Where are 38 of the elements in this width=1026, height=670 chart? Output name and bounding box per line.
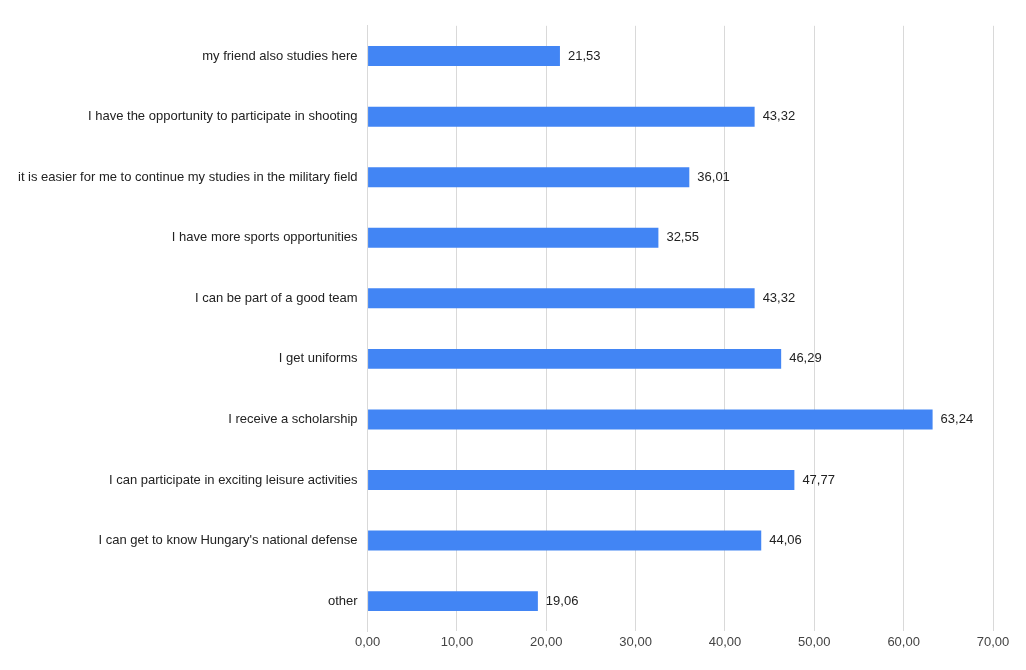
- bar: [368, 409, 933, 430]
- data-label: 43,32: [762, 108, 796, 124]
- bar: [368, 591, 538, 612]
- x-tick-label: 60,00: [887, 633, 920, 649]
- x-tick-label: 10,00: [440, 633, 474, 649]
- y-tick-label: I can get to know Hungary's national defense: [98, 532, 358, 548]
- data-label: 21,53: [567, 47, 601, 63]
- x-tick-label: 50,00: [798, 633, 831, 649]
- bar: [368, 348, 782, 369]
- y-tick-label: I can participate in exciting leisure activities: [109, 471, 359, 487]
- x-tick-label: 30,00: [619, 633, 652, 649]
- bar: [368, 470, 795, 490]
- bar: [368, 106, 755, 127]
- x-tick-label: 70,00: [976, 633, 1010, 649]
- bar: [368, 227, 659, 248]
- data-label: 19,06: [545, 592, 579, 608]
- y-tick-label: I get uniforms: [278, 350, 359, 366]
- y-tick-label: I can be part of a good team: [194, 289, 358, 305]
- x-tick-label: 40,00: [708, 633, 742, 649]
- y-tick-label: I have more sports opportunities: [171, 229, 359, 245]
- bar: [368, 167, 690, 188]
- y-tick-label: I receive a scholarship: [228, 411, 358, 427]
- x-tick-label: 20,00: [530, 633, 563, 649]
- data-label: 44,06: [769, 532, 802, 548]
- y-tick-label: my friend also studies here: [202, 47, 358, 63]
- bar: [368, 288, 755, 309]
- y-tick-label: I have the opportunity to participate in shooting: [88, 108, 358, 124]
- x-tick-label: 0,00: [354, 633, 381, 649]
- data-label: 63,24: [940, 411, 974, 427]
- data-label: 47,77: [802, 471, 835, 487]
- data-label: 43,32: [762, 289, 796, 305]
- y-tick-label: it is easier for me to continue my studies in the military field: [17, 168, 358, 184]
- y-tick-label: other: [327, 592, 359, 608]
- bar: [368, 46, 560, 67]
- data-label: 36,01: [697, 168, 730, 184]
- data-label: 32,55: [666, 229, 699, 245]
- bar: [368, 530, 762, 551]
- data-label: 46,29: [789, 350, 822, 366]
